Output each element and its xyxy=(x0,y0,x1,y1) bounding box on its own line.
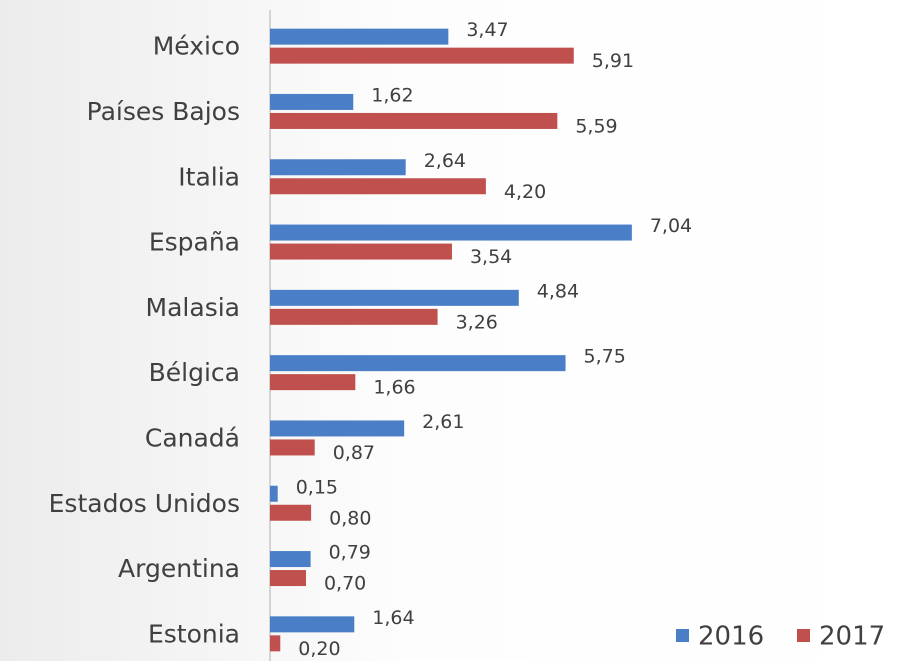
data-label: 2,64 xyxy=(424,150,466,172)
data-label: 2,61 xyxy=(422,411,464,433)
y-tick-label: Estados Unidos xyxy=(49,489,240,518)
bar xyxy=(270,355,566,372)
legend-swatch xyxy=(676,629,689,642)
bar xyxy=(270,47,574,64)
y-tick-label: Italia xyxy=(178,162,240,191)
data-label: 1,66 xyxy=(373,377,415,399)
bar xyxy=(270,308,438,325)
bar xyxy=(270,485,278,502)
data-label: 5,91 xyxy=(592,50,634,72)
y-tick-label: Canadá xyxy=(145,423,240,452)
data-label: 0,70 xyxy=(324,573,366,595)
data-label: 0,87 xyxy=(333,442,375,464)
legend-label: 2017 xyxy=(819,622,885,652)
y-tick-label: Países Bajos xyxy=(87,97,240,126)
bar xyxy=(270,439,315,456)
bar xyxy=(270,616,355,633)
y-tick-label: México xyxy=(153,32,240,61)
legend-swatch xyxy=(797,629,810,642)
data-label: 1,62 xyxy=(371,84,413,106)
y-tick-label: Estonia xyxy=(148,619,240,648)
bar xyxy=(270,93,354,110)
bar xyxy=(270,178,486,195)
legend-label: 2016 xyxy=(698,622,764,652)
data-label: 1,64 xyxy=(372,607,414,629)
data-label: 0,15 xyxy=(296,476,338,498)
y-tick-label: Bélgica xyxy=(149,358,240,387)
bar xyxy=(270,374,356,391)
bar xyxy=(270,112,558,129)
bar xyxy=(270,243,452,260)
bar xyxy=(270,635,281,652)
bar xyxy=(270,504,312,521)
bar xyxy=(270,551,311,568)
bar xyxy=(270,420,405,437)
data-label: 3,26 xyxy=(456,311,498,333)
bar xyxy=(270,570,306,587)
data-label: 7,04 xyxy=(650,215,692,237)
data-label: 4,84 xyxy=(537,280,579,302)
data-label: 5,75 xyxy=(584,346,626,368)
y-tick-label: Malasia xyxy=(146,293,240,322)
data-label: 0,79 xyxy=(329,542,371,564)
data-label: 0,20 xyxy=(298,638,340,660)
data-label: 3,54 xyxy=(470,246,512,268)
data-label: 5,59 xyxy=(575,115,617,137)
data-label: 0,80 xyxy=(329,507,371,529)
y-tick-label: España xyxy=(149,228,240,257)
data-label: 3,47 xyxy=(466,19,508,41)
data-label: 4,20 xyxy=(504,181,546,203)
y-tick-label: Argentina xyxy=(118,554,240,583)
bar xyxy=(270,289,519,306)
bar xyxy=(270,224,632,241)
bar xyxy=(270,159,406,176)
bar xyxy=(270,28,449,45)
